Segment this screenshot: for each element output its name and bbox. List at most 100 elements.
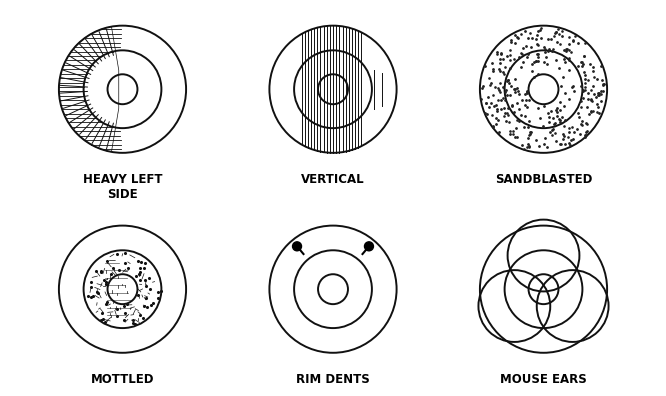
Point: [95, 268, 106, 274]
Point: [504, 92, 515, 99]
Point: [506, 101, 517, 108]
Point: [563, 95, 574, 102]
Point: [543, 109, 553, 116]
Point: [553, 31, 564, 37]
Point: [119, 260, 130, 267]
Point: [521, 144, 532, 150]
Point: [549, 121, 559, 127]
Point: [576, 59, 587, 65]
Point: [119, 317, 129, 323]
Point: [491, 120, 501, 127]
Point: [530, 36, 541, 42]
Point: [527, 61, 537, 67]
Point: [96, 316, 107, 323]
Point: [577, 117, 588, 124]
Point: [587, 64, 598, 70]
Point: [541, 61, 552, 67]
Text: MOTTLED: MOTTLED: [91, 373, 155, 386]
Point: [101, 299, 112, 305]
Point: [523, 124, 533, 130]
Point: [555, 83, 566, 89]
Point: [523, 144, 534, 150]
Point: [557, 74, 568, 80]
Point: [516, 111, 527, 118]
Point: [515, 50, 526, 56]
Point: [551, 29, 561, 35]
Point: [482, 110, 492, 117]
Point: [547, 48, 557, 54]
Point: [505, 52, 515, 58]
Point: [520, 28, 531, 34]
Point: [533, 58, 543, 65]
Point: [581, 121, 592, 128]
Point: [100, 319, 111, 326]
Point: [558, 103, 569, 109]
Point: [577, 86, 588, 93]
Point: [539, 135, 550, 141]
Point: [492, 51, 503, 57]
Point: [509, 76, 520, 82]
Point: [539, 46, 550, 53]
Point: [538, 59, 549, 65]
Point: [522, 89, 533, 95]
Point: [595, 91, 606, 97]
Point: [506, 102, 517, 109]
Point: [560, 117, 571, 124]
Point: [521, 90, 532, 97]
Point: [502, 53, 513, 59]
Point: [559, 90, 570, 97]
Point: [128, 320, 139, 326]
Point: [145, 286, 155, 292]
Point: [593, 90, 603, 97]
Point: [593, 91, 603, 98]
Point: [524, 130, 535, 137]
Point: [153, 295, 163, 301]
Point: [510, 125, 521, 131]
Point: [546, 36, 557, 42]
Point: [587, 68, 598, 74]
Point: [139, 265, 149, 272]
Point: [592, 109, 603, 115]
Point: [500, 110, 510, 116]
Point: [553, 65, 564, 71]
Point: [577, 88, 588, 94]
Point: [498, 69, 508, 75]
Point: [563, 55, 574, 61]
Point: [555, 117, 565, 123]
Point: [494, 129, 504, 135]
Point: [575, 98, 586, 104]
Point: [480, 109, 490, 116]
Point: [492, 108, 502, 114]
Text: SANDBLASTED: SANDBLASTED: [495, 173, 592, 186]
Point: [566, 48, 577, 55]
Point: [531, 136, 542, 143]
Point: [486, 59, 497, 66]
Point: [563, 129, 574, 135]
Point: [521, 43, 531, 50]
Point: [551, 113, 562, 120]
Point: [531, 51, 542, 57]
Point: [568, 38, 579, 44]
Point: [480, 63, 491, 69]
Point: [579, 40, 590, 47]
Point: [567, 124, 577, 130]
Point: [565, 142, 575, 148]
Point: [533, 53, 543, 60]
Point: [106, 270, 117, 277]
Point: [119, 303, 129, 309]
Point: [492, 106, 503, 112]
Point: [87, 293, 98, 299]
Point: [597, 88, 608, 94]
Point: [509, 32, 520, 38]
Point: [508, 55, 519, 62]
Point: [503, 76, 513, 83]
Point: [501, 117, 511, 124]
Point: [555, 119, 565, 125]
Point: [507, 128, 518, 134]
Point: [524, 143, 535, 149]
Point: [123, 265, 133, 271]
Point: [553, 116, 564, 122]
Point: [567, 37, 578, 44]
Point: [476, 96, 486, 103]
Point: [134, 270, 145, 277]
